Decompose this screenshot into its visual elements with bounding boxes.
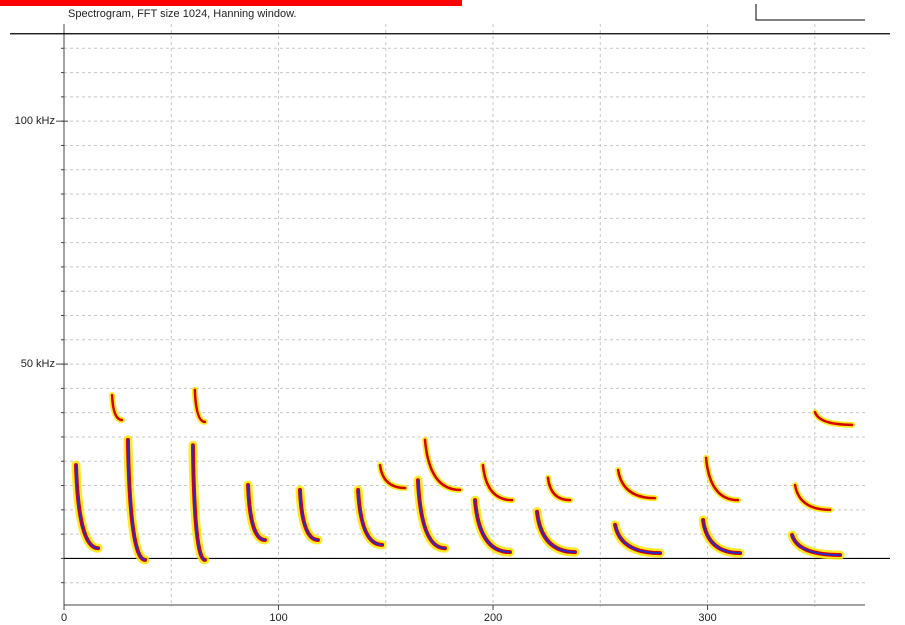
harmonic	[380, 465, 405, 488]
harmonic	[483, 465, 512, 500]
chart-title: Spectrogram, FFT size 1024, Hanning wind…	[68, 8, 296, 20]
spectrogram-window: Spectrogram, FFT size 1024, Hanning wind…	[0, 0, 905, 625]
x-tick-label: 0	[61, 612, 67, 624]
y-tick-label: 50 kHz	[21, 358, 55, 370]
harmonic	[795, 485, 830, 510]
overview-box	[756, 4, 865, 20]
x-tick-label: 300	[698, 612, 716, 624]
x-tick-label: 100	[269, 612, 287, 624]
selection-bar	[0, 0, 462, 6]
y-tick-label: 100 kHz	[15, 115, 55, 127]
x-tick-label: 200	[484, 612, 502, 624]
harmonic	[618, 470, 655, 498]
